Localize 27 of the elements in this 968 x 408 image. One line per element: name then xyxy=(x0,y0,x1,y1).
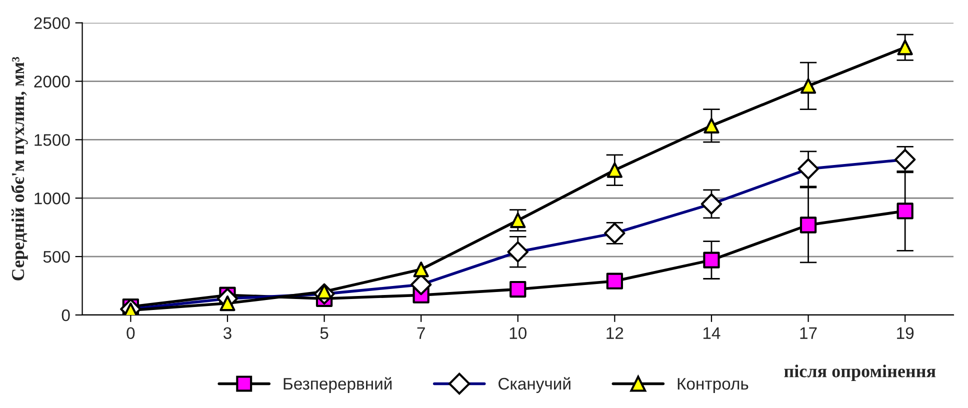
point xyxy=(606,162,622,178)
x-tick-label: 12 xyxy=(606,327,624,339)
point xyxy=(704,118,720,134)
x-tick-label: 10 xyxy=(510,327,526,340)
y-tick-label: 2500 xyxy=(34,17,70,30)
point xyxy=(897,40,913,56)
x-tick-label: 19 xyxy=(897,327,914,340)
y-axis-title: Середній обє'м пухлин, мм³ xyxy=(11,56,28,280)
legend-label: Сканучий xyxy=(498,377,570,393)
x-tick-label: 14 xyxy=(703,327,720,339)
x-tick-label: 17 xyxy=(800,327,817,339)
point xyxy=(510,212,526,228)
point xyxy=(220,295,236,312)
legend-label: Контроль xyxy=(678,378,748,393)
x-tick-label: 5 xyxy=(320,327,328,340)
y-tick-label: 1500 xyxy=(34,134,70,146)
y-tick-label: 0 xyxy=(62,309,70,322)
y-tick-label: 500 xyxy=(43,250,70,263)
point xyxy=(413,262,429,278)
x-axis-title: після опромінення xyxy=(784,364,936,382)
y-tick-label: 2000 xyxy=(34,76,70,88)
legend-label: Безперервний xyxy=(284,377,392,393)
x-tick-label: 0 xyxy=(126,327,135,340)
x-tick-label: 7 xyxy=(417,327,425,339)
y-tick-label: 1000 xyxy=(34,192,70,204)
point xyxy=(800,78,816,94)
x-tick-label: 3 xyxy=(223,327,232,340)
